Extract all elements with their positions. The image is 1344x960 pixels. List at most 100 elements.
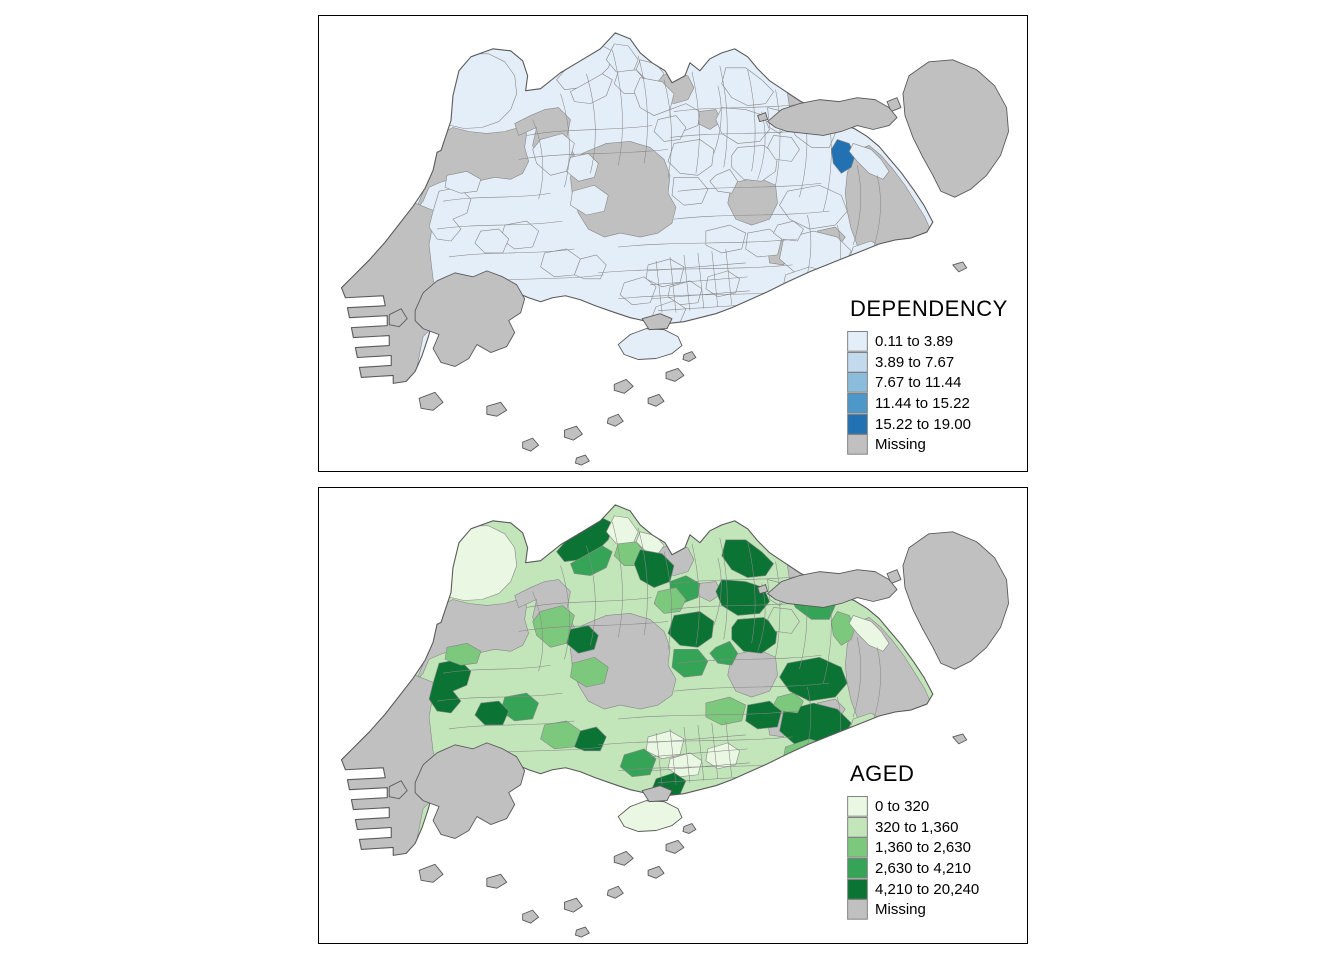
- zone-serangoon: [709, 169, 739, 194]
- islet-south-4: [574, 454, 590, 466]
- zone-tampines: [779, 184, 848, 230]
- legend-aged: AGED 0 to 320 320 to 1,360 1,360 to 2,63…: [847, 761, 980, 921]
- islet-south-7: [682, 351, 697, 362]
- mainland-coastline: [340, 504, 934, 856]
- island-tekong: [902, 59, 1009, 198]
- islet-south-8: [647, 393, 665, 407]
- legend-label: 15.22 to 19.00: [875, 415, 971, 433]
- island-ubin: [767, 97, 898, 136]
- legend-swatch: [847, 413, 868, 435]
- mainland-coastline: [340, 32, 934, 384]
- legend-label: 320 to 1,360: [875, 818, 959, 836]
- zone-pasir-ris-west: [767, 135, 800, 162]
- zone-punggol: [721, 67, 774, 106]
- islet-jurong-south: [418, 391, 444, 411]
- zone-yishun-a: [633, 77, 675, 116]
- missing-marina-south: [753, 774, 784, 797]
- legend-item-missing: Missing: [847, 434, 1008, 456]
- islet-jurong-south: [418, 863, 444, 883]
- zone-changi-village: [848, 143, 890, 180]
- zone-tampines: [779, 656, 848, 702]
- legend-label: Missing: [875, 436, 926, 454]
- legend-label: 1,360 to 2,630: [875, 839, 971, 857]
- zone-tampines-west: [773, 220, 804, 242]
- islet-south-6: [665, 368, 685, 382]
- zone-pasir-ris-west: [767, 607, 800, 634]
- legend-swatch: [847, 878, 868, 900]
- legend-item: 2,630 to 4,210: [847, 858, 979, 879]
- subzone-boundaries: [436, 521, 881, 785]
- legend-item: 320 to 1,360: [847, 816, 979, 838]
- islet-south-3: [564, 897, 583, 913]
- legend-item-missing: Missing: [847, 899, 979, 921]
- islet-ubin-west: [757, 584, 769, 594]
- zone-city-c: [705, 270, 741, 298]
- legend-item: 7.67 to 11.44: [847, 372, 1008, 394]
- islet-south-3: [564, 425, 583, 441]
- missing-marina-east: [787, 748, 828, 787]
- figure-panel-aged: AGED 0 to 320 320 to 1,360 1,360 to 2,63…: [318, 487, 1028, 944]
- zone-sengkang: [715, 579, 770, 616]
- islet-south-5: [613, 850, 634, 866]
- legend-label: 7.67 to 11.44: [875, 374, 962, 392]
- zone-city-c: [705, 742, 741, 770]
- zone-woodlands-b: [570, 545, 613, 576]
- zone-bishan: [671, 176, 709, 206]
- offshore-islands: [388, 59, 1009, 466]
- zone-jurong-west: [428, 186, 472, 242]
- legend-swatch: [847, 331, 868, 352]
- zone-yio-chu-kang: [653, 587, 687, 614]
- islet-south-7: [682, 823, 697, 834]
- zone-tengah: [444, 171, 482, 194]
- legend-label: 0 to 320: [875, 797, 930, 815]
- legend-label: 2,630 to 4,210: [875, 859, 971, 877]
- legend-swatch: [847, 393, 868, 414]
- map-dependency: [340, 32, 1009, 466]
- legend-item: 3.89 to 7.67: [847, 351, 1008, 373]
- islet-east-1: [952, 733, 968, 745]
- legend-title-aged: AGED: [850, 761, 915, 786]
- legend-item: 11.44 to 15.22: [847, 393, 1008, 414]
- zone-jurong-west: [428, 658, 472, 714]
- subzone-boundaries: [436, 49, 881, 313]
- zone-woodlands-b: [570, 73, 613, 104]
- legend-swatch: [847, 351, 868, 373]
- legend-swatch: [847, 858, 868, 879]
- legend-swatch: [847, 816, 868, 838]
- islet-south-4: [574, 926, 590, 938]
- islet-jurong-west: [388, 780, 408, 800]
- island-tekong: [902, 531, 1009, 670]
- legend-label: 4,210 to 20,240: [875, 880, 980, 898]
- islet-south-9: [606, 885, 624, 899]
- zone-yio-chu-kang: [653, 115, 687, 142]
- missing-marina-south: [753, 302, 784, 325]
- zone-punggol: [721, 539, 774, 578]
- legend-item: 4,210 to 20,240: [847, 878, 980, 900]
- legend-item: 15.22 to 19.00: [847, 413, 1008, 435]
- legend-item: 0.11 to 3.89: [847, 331, 1008, 352]
- legend-label: 11.44 to 15.22: [875, 394, 970, 412]
- island-brani: [641, 785, 673, 803]
- legend-dependency: DEPENDENCY 0.11 to 3.89 3.89 to 7.67 7.6…: [847, 296, 1008, 456]
- zone-geylang: [745, 228, 782, 258]
- islet-south-1: [486, 401, 508, 417]
- island-sentosa: [617, 328, 683, 360]
- legend-label: 3.89 to 7.67: [875, 353, 955, 371]
- zone-city-b: [667, 280, 703, 306]
- islet-south-9: [606, 413, 624, 427]
- islet-south-2: [522, 909, 540, 924]
- legend-item: 1,360 to 2,630: [847, 837, 979, 859]
- islet-south-8: [647, 865, 665, 879]
- offshore-islands: [388, 531, 1009, 938]
- zone-sengkang: [715, 107, 770, 144]
- islet-jurong-west: [388, 308, 408, 328]
- legend-label: Missing: [875, 901, 926, 919]
- zone-geylang: [745, 700, 782, 730]
- islet-ubin-west: [757, 112, 769, 122]
- zone-city-b: [667, 752, 703, 778]
- map-aged: [340, 504, 1009, 938]
- zone-bishan: [671, 648, 709, 678]
- island-ubin: [767, 569, 898, 608]
- island-jurong: [414, 742, 526, 839]
- islet-south-1: [486, 873, 508, 889]
